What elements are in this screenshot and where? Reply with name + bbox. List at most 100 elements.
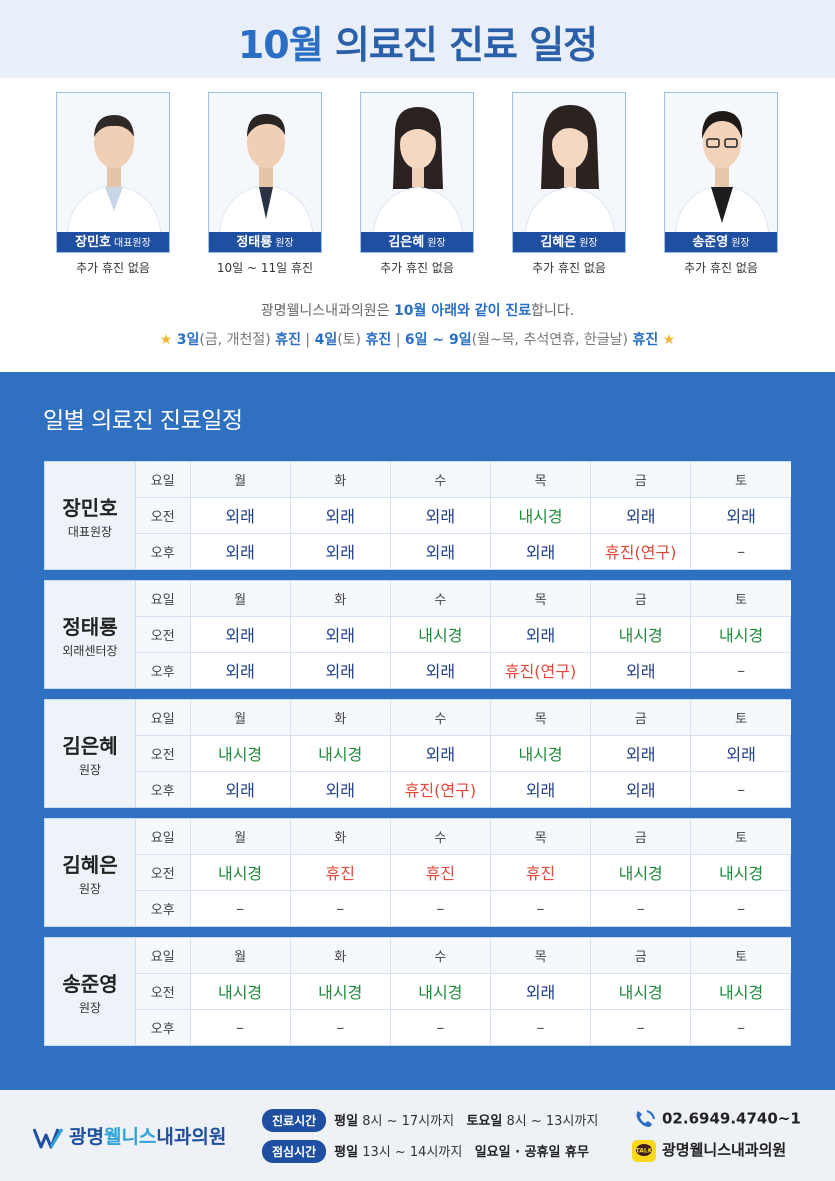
kakao-channel[interactable]: TALK 광명웰니스내과의원 <box>632 1139 786 1162</box>
day-header-cell: 화 <box>290 819 391 856</box>
doctor-schedule-block: 송준영 원장 요일 월 화 수 목 금 토 오전 내시경 내시경 내시경 외래 내시경 내시경 오후 – – – – – – <box>44 937 791 1046</box>
schedule-cell: 외래 <box>490 616 592 653</box>
day-label: 요일 <box>136 700 191 737</box>
day-header-cell: 화 <box>290 938 391 975</box>
day-header-cell: 수 <box>390 700 491 737</box>
schedule-cell: 외래 <box>490 533 592 569</box>
doctor-name-bar: 김은혜 원장 <box>361 232 473 252</box>
schedule-cell: 외래 <box>190 652 291 688</box>
schedule-doctor-cell: 김혜은 원장 <box>45 819 136 926</box>
day-header-cell: 월 <box>190 700 291 737</box>
doctor-photo: 장민호 대표원장 <box>56 92 170 253</box>
doctor-name-bar: 장민호 대표원장 <box>57 232 169 252</box>
day-header-cell: 월 <box>190 581 291 618</box>
day-header-cell: 토 <box>690 819 791 856</box>
schedule-doctor-cell: 김은혜 원장 <box>45 700 136 807</box>
title-band <box>0 0 835 78</box>
schedule-cell: 외래 <box>190 771 291 807</box>
day-header-cell: 금 <box>590 700 692 737</box>
schedule-cell: 휴진 <box>290 854 391 891</box>
doctor-photo: 김은혜 원장 <box>360 92 474 253</box>
schedule-cell: – <box>290 1009 391 1045</box>
doctor-name-bar: 송준영 원장 <box>665 232 777 252</box>
pm-row: 오후 – – – – – – <box>136 890 791 926</box>
schedule-cell: 외래 <box>590 771 692 807</box>
doctor-note: 추가 휴진 없음 <box>684 261 758 275</box>
doctor-cards: 장민호 대표원장 추가 휴진 없음 정태룡 원장 10일 ~ 11일 휴진 김은혜 원… <box>0 92 835 282</box>
schedule-cell: 외래 <box>590 652 692 688</box>
clinic-hours: 진료시간 평일 8시 ~ 17시까지 토요일 8시 ~ 13시까지 <box>262 1109 598 1132</box>
day-header-cell: 화 <box>290 581 391 618</box>
schedule-cell: – <box>190 1009 291 1045</box>
day-header-cell: 토 <box>690 700 791 737</box>
schedule-cell: 외래 <box>290 771 391 807</box>
day-header-cell: 토 <box>690 462 791 499</box>
notice-line-1: 광명웰니스내과의원은 10월 아래와 같이 진료합니다. <box>260 303 575 319</box>
clinic-logo: 광명웰니스내과의원 <box>33 1122 226 1149</box>
schedule-cell: – <box>190 890 291 926</box>
schedule-cell: 내시경 <box>290 973 391 1010</box>
pm-label: 오후 <box>136 1009 191 1045</box>
schedule-cell: 내시경 <box>690 854 791 891</box>
am-label: 오전 <box>136 616 191 653</box>
schedule-cell: 휴진 <box>390 854 491 891</box>
doctor-note: 10일 ~ 11일 휴진 <box>216 261 314 275</box>
schedule-doctor-title: 원장 <box>78 1001 102 1015</box>
doctor-schedule-block: 정태룡 외래센터장 요일 월 화 수 목 금 토 오전 외래 외래 내시경 외래 내시경 내시경 오후 외래 외래 외… <box>44 580 791 689</box>
page-title: 10월 의료진 진료 일정 <box>237 23 598 67</box>
doctor-card: 정태룡 원장 10일 ~ 11일 휴진 <box>208 92 322 282</box>
day-header-cell: 목 <box>490 819 592 856</box>
day-label: 요일 <box>136 938 191 975</box>
schedule-cell: 내시경 <box>690 973 791 1010</box>
logo-mark-icon <box>33 1127 63 1148</box>
schedule-doctor-cell: 정태룡 외래센터장 <box>45 581 136 688</box>
schedule-cell: 외래 <box>190 616 291 653</box>
day-header-cell: 금 <box>590 819 692 856</box>
schedule-doctor-name: 송준영 <box>62 972 118 996</box>
am-row: 오전 외래 외래 내시경 외래 내시경 내시경 <box>136 616 791 653</box>
schedule-cell: – <box>737 779 746 799</box>
day-header-row: 요일 월 화 수 목 금 토 <box>136 938 791 975</box>
schedule-cell: 내시경 <box>290 735 391 772</box>
schedule-cell: – <box>390 890 491 926</box>
am-label: 오전 <box>136 497 191 534</box>
schedule-cell: 내시경 <box>190 973 291 1010</box>
schedule-cell: 외래 <box>390 652 491 688</box>
day-header-cell: 화 <box>290 700 391 737</box>
schedule-cell: 외래 <box>290 533 391 569</box>
am-label: 오전 <box>136 735 191 772</box>
star-icon: ★ <box>159 332 173 348</box>
schedule-cell: 외래 <box>490 973 592 1010</box>
day-header-cell: 월 <box>190 938 291 975</box>
schedule-table: 요일 월 화 수 목 금 토 오전 외래 외래 내시경 외래 내시경 내시경 오후 외래 외래 외래 휴진(연구) 외… <box>136 581 791 688</box>
day-header-cell: 금 <box>590 581 692 618</box>
schedule-doctor-name: 장민호 <box>62 496 118 520</box>
day-header-cell: 월 <box>190 462 291 499</box>
day-header-cell: 월 <box>190 819 291 856</box>
schedule-cell: 외래 <box>490 771 592 807</box>
am-label: 오전 <box>136 854 191 891</box>
day-header-cell: 목 <box>490 700 592 737</box>
doctor-note: 추가 휴진 없음 <box>532 261 606 275</box>
schedule-cell: – <box>737 898 746 918</box>
doctor-schedule-block: 김혜은 원장 요일 월 화 수 목 금 토 오전 내시경 휴진 휴진 휴진 내시경 내시경 오후 – – – – – – <box>44 818 791 927</box>
schedule-cell: – <box>490 890 592 926</box>
lunch-hours: 점심시간 평일 13시 ~ 14시까지 일요일 · 공휴일 휴무 <box>262 1140 589 1163</box>
phone-number[interactable]: 02.6949.4740~1 <box>632 1108 801 1130</box>
schedule-cell: 내시경 <box>190 735 291 772</box>
schedule-doctor-title: 대표원장 <box>67 525 113 539</box>
schedule-cell: 휴진 <box>490 854 592 891</box>
notice-line-2: ★ 3일(금, 개천절) 휴진 | 4일(토) 휴진 | 6일 ~ 9일(월~목… <box>159 332 676 348</box>
footer <box>0 1090 835 1181</box>
day-header-cell: 목 <box>490 462 592 499</box>
day-header-cell: 수 <box>390 819 491 856</box>
phone-icon <box>636 1110 655 1127</box>
pm-row: 오후 외래 외래 휴진(연구) 외래 외래 – <box>136 771 791 807</box>
schedule-cell: – <box>290 890 391 926</box>
day-header-row: 요일 월 화 수 목 금 토 <box>136 581 791 618</box>
schedule-cell: 외래 <box>290 497 391 534</box>
day-header-cell: 수 <box>390 462 491 499</box>
schedule-table: 요일 월 화 수 목 금 토 오전 내시경 내시경 외래 내시경 외래 외래 오후 외래 외래 휴진(연구) 외래 외… <box>136 700 791 807</box>
schedule-doctor-title: 외래센터장 <box>62 644 118 658</box>
day-header-row: 요일 월 화 수 목 금 토 <box>136 462 791 499</box>
